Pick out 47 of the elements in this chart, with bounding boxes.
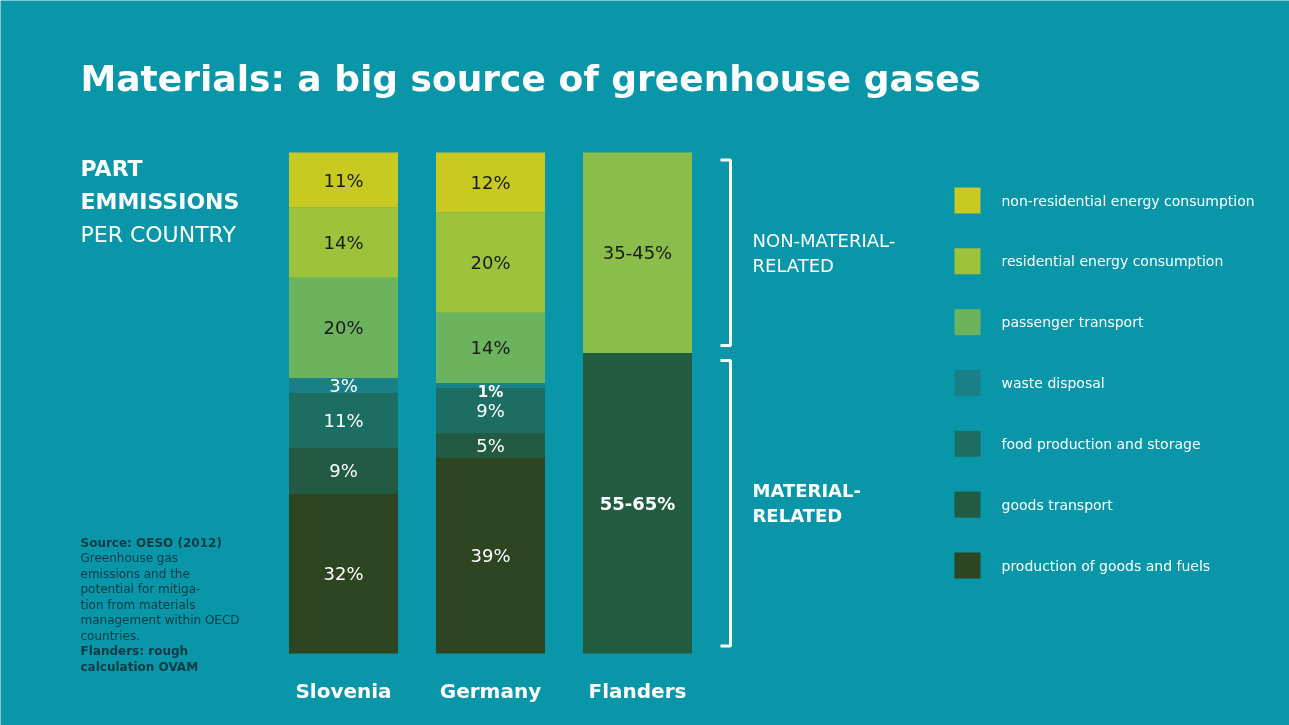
bar xyxy=(436,212,545,313)
data-label: 39% xyxy=(470,545,511,567)
legend-label: waste disposal xyxy=(1001,375,1105,391)
bar xyxy=(289,207,398,278)
bar xyxy=(289,152,398,208)
legend-label: residential energy consumption xyxy=(1001,253,1224,270)
bar xyxy=(436,387,545,434)
data-label: 1% xyxy=(477,382,504,401)
source-note: Source: OESO (2012) xyxy=(80,535,222,550)
text: Flanders: rough calculation OVAM xyxy=(80,644,199,674)
data-label: 11% xyxy=(323,410,364,432)
text: Greenhouse gas emissions and the potential for mitiga-tion from materials management within OECD countries. xyxy=(80,551,240,643)
data-label: 20% xyxy=(470,252,511,274)
x-tick-label: Germany xyxy=(439,678,542,703)
chart-title: Materials: a big source of greenhouse gases xyxy=(80,58,982,99)
bar xyxy=(436,433,545,459)
annotation: 55-65% xyxy=(599,492,676,514)
legend-label: goods transport xyxy=(1001,496,1114,513)
legend-label: non-residential energy consumption xyxy=(1001,192,1255,209)
data-label: 12% xyxy=(470,172,511,194)
bar xyxy=(289,448,398,494)
bar xyxy=(436,458,545,654)
bar xyxy=(436,312,545,383)
x-tick-label: Flanders xyxy=(588,678,687,703)
data-label: 14% xyxy=(323,232,364,254)
data-label: 9% xyxy=(476,400,505,422)
legend-label: production of goods and fuels xyxy=(1001,557,1211,574)
bar xyxy=(583,352,692,654)
x-tick-label: Slovenia xyxy=(295,678,392,703)
data-label: 14% xyxy=(470,337,511,359)
bar xyxy=(289,493,398,654)
bar xyxy=(583,152,692,353)
text: MATERIAL- RELATED xyxy=(752,480,861,527)
data-label: 5% xyxy=(476,435,505,457)
data-label: 32% xyxy=(323,562,364,584)
annotation: 35-45% xyxy=(602,242,673,264)
data-label: 20% xyxy=(323,317,364,339)
legend-label: passenger transport xyxy=(1001,314,1144,331)
data-label: 9% xyxy=(329,460,358,482)
text: NON-MATERIAL- RELATED xyxy=(752,229,896,276)
legend-label: food production and storage xyxy=(1001,435,1201,452)
data-label: 3% xyxy=(329,374,358,396)
data-label: 11% xyxy=(323,169,364,191)
bar xyxy=(289,392,398,449)
bar xyxy=(436,152,545,213)
bar xyxy=(289,277,398,378)
text: PART EMMISSIONS PER COUNTRY xyxy=(80,156,240,247)
